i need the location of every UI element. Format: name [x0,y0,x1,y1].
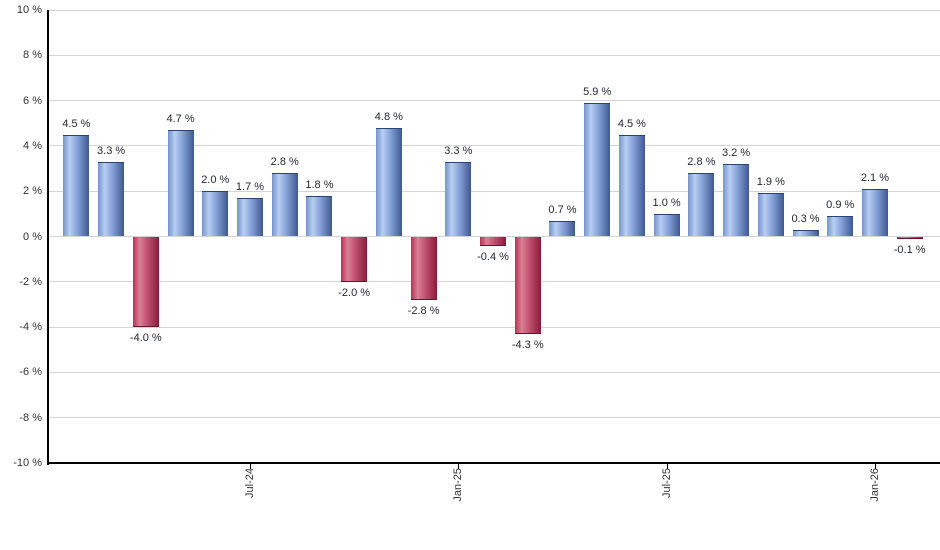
y-axis-tick-label: 6 % [23,94,42,107]
gridline [48,9,940,11]
y-axis-tick-label: -8 % [19,411,42,424]
gridline [48,326,940,328]
bar-dec-24 [410,236,437,300]
y-axis-tick-label: -2 % [19,275,42,288]
bar-jun-25 [618,134,645,237]
bar-value-label: 5.9 % [583,85,612,98]
bar-value-label: -2.8 % [407,304,440,317]
bar-jan-25 [445,161,472,237]
bar-apr-25 [549,220,576,237]
bar-dec-25 [827,216,854,237]
x-axis-label-jan-25: Jan-25 [452,468,465,502]
bar-value-label: 0.7 % [548,203,577,216]
gridline [48,281,940,283]
y-axis-tick-label: 10 % [16,4,42,16]
gridline [48,190,940,192]
bar-value-label: 4.7 % [166,113,195,126]
bar-may-24 [167,130,194,237]
x-axis-label-jul-24: Jul-24 [244,468,256,498]
bar-oct-24 [341,236,368,282]
y-axis-tick-label: 8 % [23,49,42,62]
y-axis-tick-label: -10 % [13,457,42,469]
bar-value-label: 1.7 % [235,180,265,193]
bar-value-label: -0.1 % [893,243,926,256]
bar-jan-26 [861,188,888,237]
x-axis-tick [250,463,251,469]
bar-aug-24 [271,173,298,237]
bar-mar-24 [98,161,125,237]
bar-value-label: -0.4 % [477,250,509,263]
bar-jul-25 [653,213,680,237]
bar-oct-25 [757,193,784,237]
bar-sep-24 [306,195,333,237]
bar-value-label: 1.8 % [305,178,334,191]
bar-value-label: 4.5 % [617,117,646,130]
bar-value-label: 3.3 % [444,144,473,157]
y-axis-tick-label: -6 % [19,366,42,379]
bar-value-label: 3.2 % [722,147,751,160]
y-axis-tick-label: 0 % [23,230,42,243]
gridline [48,417,940,419]
bar-apr-24 [132,236,159,328]
x-axis-label-jul-25: Jul-25 [660,468,673,498]
bar-feb-24 [63,134,90,237]
bar-nov-25 [792,229,819,237]
x-axis-tick [666,463,668,469]
y-axis-tick-label: 2 % [23,185,42,198]
bar-feb-25 [480,236,507,246]
y-axis-tick-label: -4 % [19,321,42,334]
bar-value-label: -4.0 % [129,332,162,345]
bar-value-label: 3.3 % [97,144,126,157]
bar-nov-24 [375,127,402,237]
x-axis-line [47,462,940,464]
bar-jun-24 [202,191,229,237]
bar-value-label: 4.8 % [374,110,403,123]
y-axis-line [47,10,49,465]
x-axis-tick [458,463,460,469]
gridline [48,371,940,373]
bar-value-label: 0.9 % [826,199,855,212]
bar-sep-25 [723,164,750,237]
bar-value-label: 4.5 % [62,117,91,130]
y-axis-tick-label: 4 % [23,139,42,152]
bar-value-label: 1.9 % [756,176,785,189]
gridline [48,145,940,147]
x-axis-tick [874,463,876,469]
bar-value-label: 2.1 % [860,171,890,184]
bar-value-label: 2.8 % [687,156,716,169]
gridline [48,100,940,102]
bar-value-label: 2.0 % [201,174,230,187]
bar-feb-26 [896,236,923,239]
bar-jul-24 [237,197,263,237]
x-axis-label-jan-26: Jan-26 [868,468,881,502]
bar-value-label: 2.8 % [270,156,299,169]
bar-aug-25 [688,173,715,237]
gridline [48,54,940,56]
bar-mar-25 [514,236,541,334]
bar-value-label: 1.0 % [652,196,681,209]
bar-value-label: 0.3 % [791,212,820,225]
bar-value-label: -4.3 % [511,338,544,351]
bar-value-label: -2.0 % [338,286,371,299]
bar-may-25 [584,102,611,237]
